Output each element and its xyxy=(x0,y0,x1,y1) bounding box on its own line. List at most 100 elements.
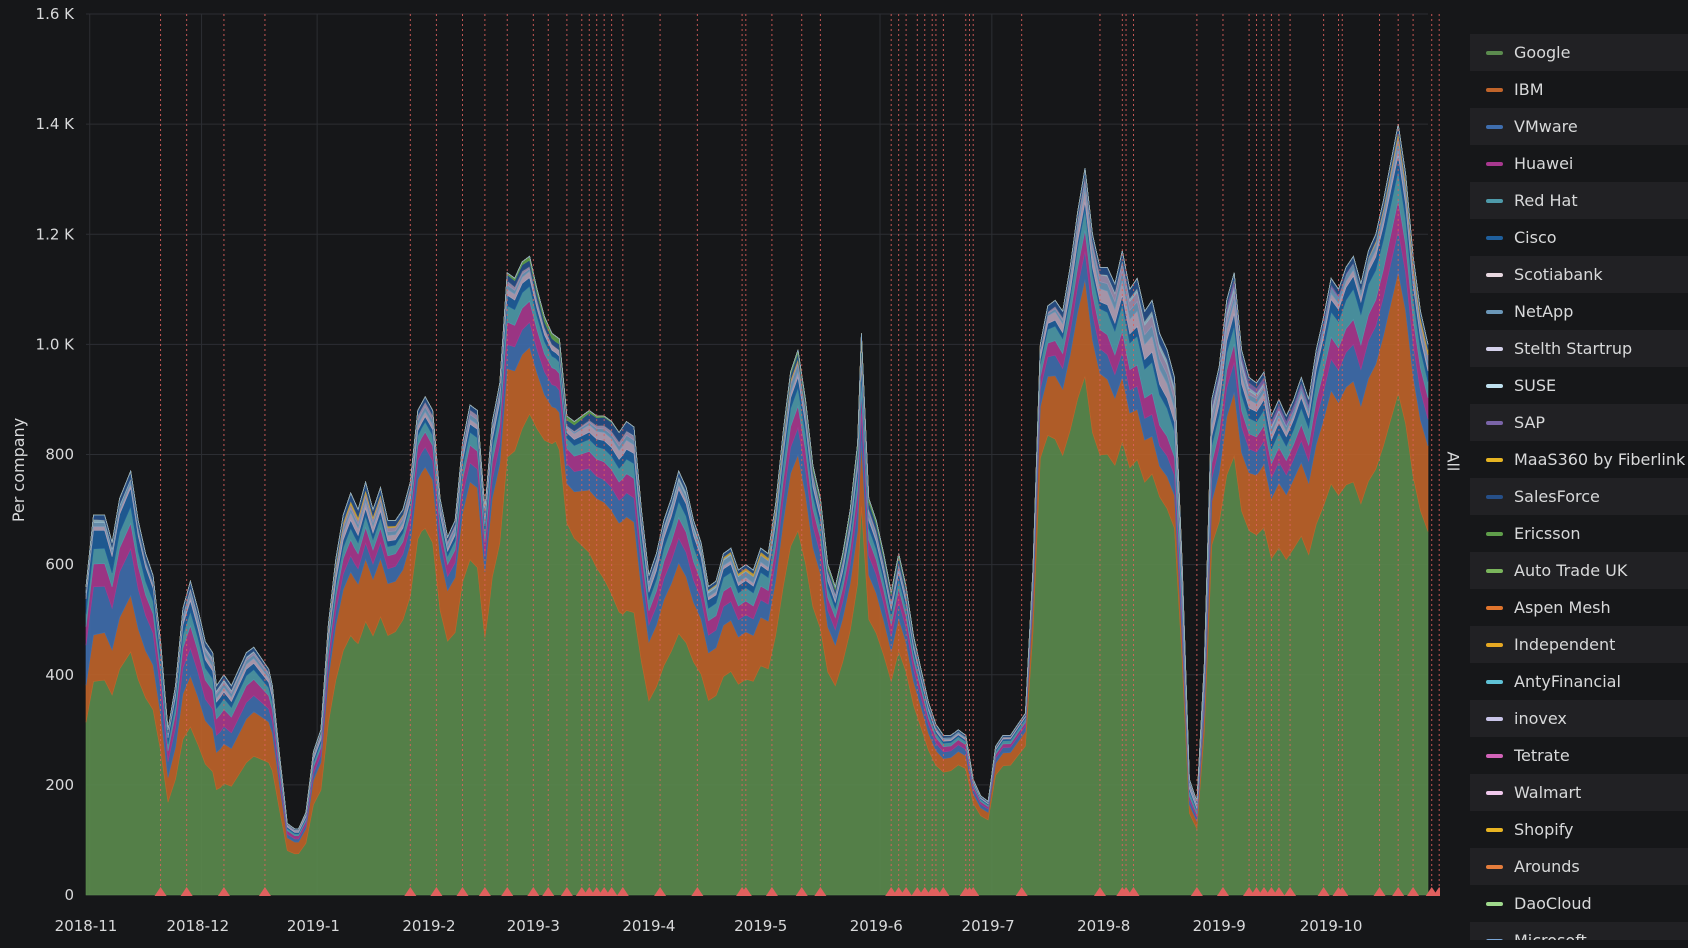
legend-item-walmart[interactable]: Walmart xyxy=(1470,774,1688,811)
annotation-marker[interactable] xyxy=(654,887,667,896)
annotation-marker[interactable] xyxy=(937,887,950,896)
legend-item-microsoft[interactable]: Microsoft xyxy=(1470,922,1688,940)
legend-item-vmware[interactable]: VMware xyxy=(1470,108,1688,145)
annotation-marker[interactable] xyxy=(1190,887,1203,896)
annotation-marker[interactable] xyxy=(1407,887,1420,896)
legend-item-ericsson[interactable]: Ericsson xyxy=(1470,515,1688,552)
annotation-marker[interactable] xyxy=(616,887,629,896)
legend-swatch-icon xyxy=(1486,457,1503,462)
annotation-marker[interactable] xyxy=(404,887,417,896)
legend-swatch-icon xyxy=(1486,235,1503,240)
axes: 0 200 400 600 800 1.0 K 1.2 K 1.4 K 1.6 K 2018-11… xyxy=(36,5,1363,935)
annotation-marker[interactable] xyxy=(1284,887,1297,896)
annotation-marker[interactable] xyxy=(1272,887,1285,896)
legend: Google IBM VMware Huawei Red Hat Cisco Scotiab… xyxy=(1470,34,1688,940)
annotation-marker[interactable] xyxy=(967,887,980,896)
legend-item-shopify[interactable]: Shopify xyxy=(1470,811,1688,848)
legend-item-sap[interactable]: SAP xyxy=(1470,404,1688,441)
legend-swatch-icon xyxy=(1486,827,1503,832)
legend-item-huawei[interactable]: Huawei xyxy=(1470,145,1688,182)
legend-item-netapp[interactable]: NetApp xyxy=(1470,293,1688,330)
annotation-marker[interactable] xyxy=(1093,887,1106,896)
legend-label: Microsoft xyxy=(1514,931,1587,940)
legend-swatch-icon xyxy=(1486,790,1503,795)
legend-item-stelth-startrup[interactable]: Stelth Startrup xyxy=(1470,330,1688,367)
legend-label: Google xyxy=(1514,43,1571,62)
annotation-marker[interactable] xyxy=(180,887,193,896)
legend-swatch-icon xyxy=(1486,716,1503,721)
annotation-marker[interactable] xyxy=(501,887,514,896)
stacked-area-chart[interactable]: 0 200 400 600 800 1.0 K 1.2 K 1.4 K 1.6 K 2018-11… xyxy=(0,0,1440,948)
legend-label: Tetrate xyxy=(1514,746,1570,765)
legend-item-ibm[interactable]: IBM xyxy=(1470,71,1688,108)
series-areas xyxy=(85,124,1429,896)
legend-item-aspen-mesh[interactable]: Aspen Mesh xyxy=(1470,589,1688,626)
legend-label: Shopify xyxy=(1514,820,1574,839)
legend-item-salesforce[interactable]: SalesForce xyxy=(1470,478,1688,515)
x-tick-label: 2019-8 xyxy=(1077,917,1130,935)
annotation-marker[interactable] xyxy=(1433,887,1440,896)
legend-swatch-icon xyxy=(1486,901,1503,906)
annotation-marker[interactable] xyxy=(1317,887,1330,896)
annotation-marker[interactable] xyxy=(739,887,752,896)
annotation-marker[interactable] xyxy=(765,887,778,896)
annotation-marker[interactable] xyxy=(542,887,555,896)
legend-label: Walmart xyxy=(1514,783,1582,802)
series-area-microsoft[interactable] xyxy=(85,124,1429,830)
annotation-marker[interactable] xyxy=(1392,887,1405,896)
annotation-marker[interactable] xyxy=(605,887,618,896)
legend-item-maas360-by-fiberlink[interactable]: MaaS360 by Fiberlink xyxy=(1470,441,1688,478)
legend-item-antyfinancial[interactable]: AntyFinancial xyxy=(1470,663,1688,700)
legend-swatch-icon xyxy=(1486,346,1503,351)
legend-item-google[interactable]: Google xyxy=(1470,34,1688,71)
y-tick-label: 200 xyxy=(45,776,74,794)
annotation-marker[interactable] xyxy=(1015,887,1028,896)
annotation-marker[interactable] xyxy=(258,887,271,896)
x-tick-label: 2019-3 xyxy=(507,917,560,935)
legend-item-arounds[interactable]: Arounds xyxy=(1470,848,1688,885)
legend-item-auto-trade-uk[interactable]: Auto Trade UK xyxy=(1470,552,1688,589)
legend-item-tetrate[interactable]: Tetrate xyxy=(1470,737,1688,774)
annotation-marker[interactable] xyxy=(456,887,469,896)
annotation-marker[interactable] xyxy=(478,887,491,896)
legend-item-independent[interactable]: Independent xyxy=(1470,626,1688,663)
annotation-marker[interactable] xyxy=(814,887,827,896)
annotation-marker[interactable] xyxy=(1336,887,1349,896)
legend-item-suse[interactable]: SUSE xyxy=(1470,367,1688,404)
annotation-marker[interactable] xyxy=(527,887,540,896)
annotation-marker[interactable] xyxy=(1127,887,1140,896)
legend-item-cisco[interactable]: Cisco xyxy=(1470,219,1688,256)
y-tick-label: 0 xyxy=(64,886,74,904)
annotation-marker[interactable] xyxy=(1216,887,1229,896)
annotation-marker[interactable] xyxy=(560,887,573,896)
legend-label: Huawei xyxy=(1514,154,1574,173)
legend-swatch-icon xyxy=(1486,50,1503,55)
legend-label: Independent xyxy=(1514,635,1616,654)
legend-item-daocloud[interactable]: DaoCloud xyxy=(1470,885,1688,922)
legend-item-inovex[interactable]: inovex xyxy=(1470,700,1688,737)
annotation-marker[interactable] xyxy=(217,887,230,896)
annotation-marker[interactable] xyxy=(795,887,808,896)
annotation-marker[interactable] xyxy=(154,887,167,896)
legend-label: VMware xyxy=(1514,117,1578,136)
legend-item-scotiabank[interactable]: Scotiabank xyxy=(1470,256,1688,293)
y-tick-label: 1.6 K xyxy=(36,5,76,23)
legend-label: Aspen Mesh xyxy=(1514,598,1611,617)
annotation-marker[interactable] xyxy=(430,887,443,896)
legend-swatch-icon xyxy=(1486,864,1503,869)
legend-label: Ericsson xyxy=(1514,524,1581,543)
y-tick-label: 600 xyxy=(45,556,74,574)
legend-label: AntyFinancial xyxy=(1514,672,1621,691)
chart-panel: 0 200 400 600 800 1.0 K 1.2 K 1.4 K 1.6 K 2018-11… xyxy=(0,0,1440,948)
annotation-markers xyxy=(154,14,1440,896)
legend-swatch-icon xyxy=(1486,420,1503,425)
y-tick-label: 1.2 K xyxy=(36,225,76,243)
x-tick-label: 2019-9 xyxy=(1193,917,1246,935)
annotation-marker[interactable] xyxy=(1373,887,1386,896)
x-tick-label: 2019-4 xyxy=(622,917,675,935)
annotation-marker[interactable] xyxy=(691,887,704,896)
legend-item-red-hat[interactable]: Red Hat xyxy=(1470,182,1688,219)
legend-label: SAP xyxy=(1514,413,1546,432)
annotation-marker[interactable] xyxy=(900,887,913,896)
x-tick-label: 2019-2 xyxy=(402,917,455,935)
